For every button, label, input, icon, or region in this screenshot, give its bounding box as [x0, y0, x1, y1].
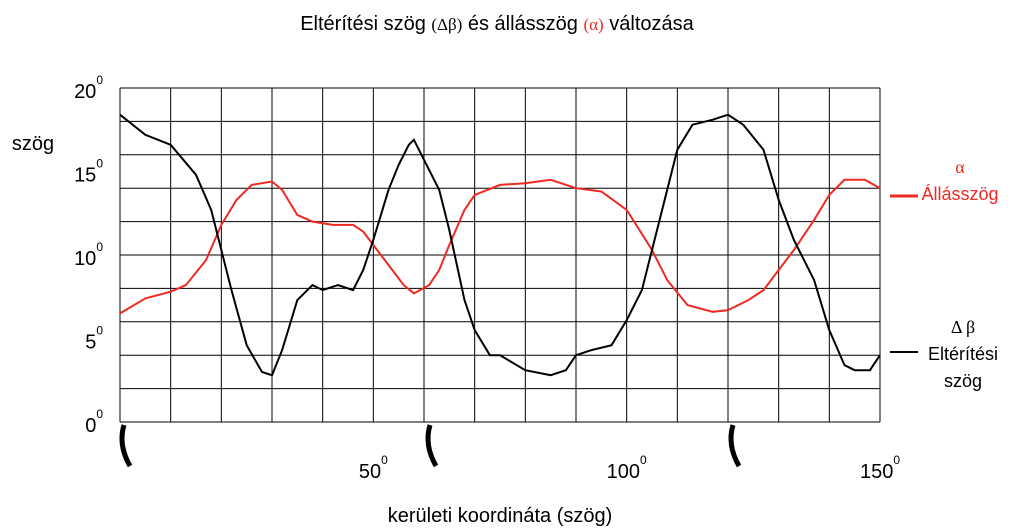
- legend-beta: Δ β Eltérítési szög: [918, 314, 1008, 395]
- x-tick-label: 500: [359, 453, 388, 483]
- bracket: [119, 424, 133, 468]
- y-tick-degree: 0: [96, 73, 103, 87]
- y-tick-value: 10: [74, 248, 96, 270]
- x-tick-degree: 0: [893, 453, 900, 467]
- y-axis-label: szög: [12, 133, 54, 155]
- y-tick-value: 15: [74, 165, 96, 187]
- x-tick-value: 50: [359, 461, 381, 483]
- x-tick-value: 100: [607, 461, 640, 483]
- y-tick-value: 5: [85, 332, 96, 354]
- title-part: (α): [583, 15, 603, 34]
- y-tick-degree: 0: [96, 324, 103, 338]
- title-part: változása: [609, 13, 694, 35]
- x-tick-degree: 0: [381, 453, 388, 467]
- x-tick-value: 150: [860, 461, 893, 483]
- y-tick-value: 0: [85, 415, 96, 437]
- y-tick-value: 20: [74, 81, 96, 103]
- y-tick-degree: 0: [96, 157, 103, 171]
- y-tick-label: 100: [74, 240, 103, 270]
- legend-label: Eltérítési szög: [927, 344, 999, 391]
- y-tick-degree: 0: [96, 240, 103, 254]
- y-tick-degree: 0: [96, 407, 103, 421]
- series-line: [119, 113, 881, 377]
- legend-label: Állásszög: [921, 184, 999, 204]
- x-tick-label: 1000: [607, 453, 647, 483]
- y-tick-label: 50: [85, 324, 103, 354]
- series-line: [119, 178, 881, 315]
- legend-alpha: α Állásszög: [905, 154, 1015, 208]
- legend-symbol: α: [955, 157, 965, 177]
- chart-title: Eltérítési szög (Δβ) és állásszög (α) vá…: [300, 13, 694, 35]
- title-part: (Δβ): [431, 15, 462, 34]
- y-tick-label: 00: [85, 407, 103, 437]
- x-tick-label: 1500: [860, 453, 900, 483]
- bracket: [425, 424, 439, 468]
- x-axis-label: kerületi koordináta (szög): [388, 505, 613, 527]
- title-part: Eltérítési szög: [300, 13, 426, 35]
- bracket: [728, 424, 742, 468]
- title-part: és állásszög: [468, 13, 578, 35]
- x-tick-degree: 0: [640, 453, 647, 467]
- y-tick-label: 150: [74, 157, 103, 187]
- y-tick-label: 200: [74, 73, 103, 103]
- legend-symbol: Δ β: [950, 317, 976, 337]
